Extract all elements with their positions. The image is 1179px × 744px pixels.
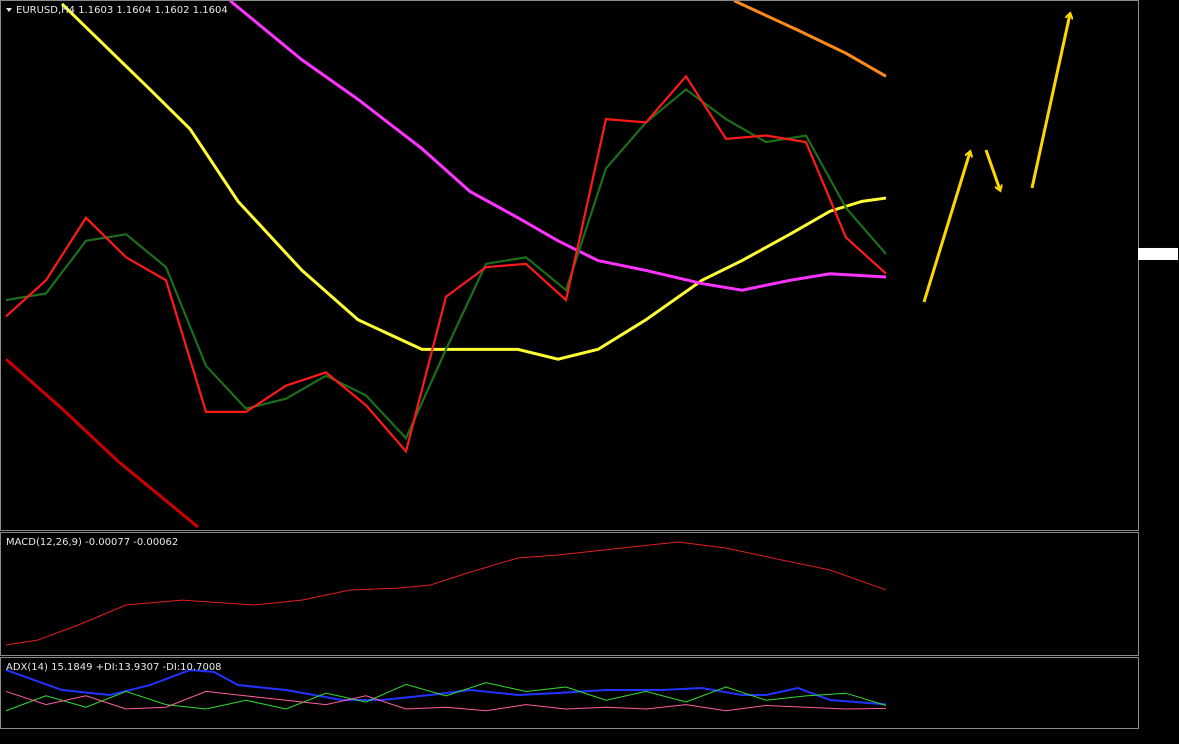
arrow	[984, 149, 1000, 190]
moving-average	[5, 74, 887, 454]
main-panel-frame	[0, 0, 1139, 531]
arrow	[1030, 14, 1070, 189]
chart-title: EURUSD,H4 1.1603 1.1604 1.1602 1.1604	[16, 5, 228, 16]
data-layer	[5, 0, 887, 712]
frame	[0, 0, 1139, 729]
macd-signal	[5, 541, 887, 646]
text-layer: EURUSD,H4 1.1603 1.1604 1.1602 1.1604 MA…	[6, 5, 1178, 673]
moving-average	[5, 88, 887, 441]
adx-title: ADX(14) 15.1849 +DI:13.9307 -DI:10.7008	[6, 662, 222, 673]
adx-panel-frame	[0, 657, 1139, 729]
price-label-box	[1138, 247, 1178, 260]
annotation-arrows	[922, 14, 1070, 303]
adx-line	[5, 690, 887, 712]
adx-line	[5, 682, 887, 712]
moving-average	[60, 2, 887, 361]
moving-average	[5, 358, 199, 529]
arrow	[922, 152, 970, 303]
macd-panel-frame	[0, 532, 1139, 656]
adx-line	[5, 668, 887, 706]
menu-triangle	[6, 8, 12, 12]
moving-average	[733, 0, 887, 78]
macd-title: MACD(12,26,9) -0.00077 -0.00062	[6, 537, 178, 548]
